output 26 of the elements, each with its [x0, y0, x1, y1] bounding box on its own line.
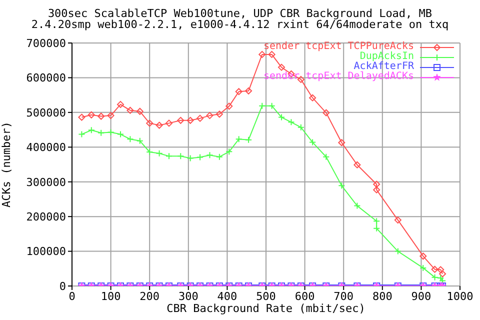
y-tick-label: 100000 [26, 245, 66, 258]
chart-subtitle: 2.4.20smp web100-2.2.1, e1000-4.4.12 rxint 64/64moderate on txq [30, 18, 450, 31]
y-tick-label: 600000 [26, 72, 66, 85]
x-tick-label: 0 [68, 290, 76, 303]
x-tick-label: 600 [294, 290, 315, 303]
y-tick-label: 400000 [26, 141, 66, 154]
x-axis-title: CBR Background Rate (mbit/sec) [166, 302, 366, 315]
legend-label: sender tcpExt TCPPureAcks [263, 41, 414, 52]
x-tick-label: 700 [334, 290, 354, 303]
chart-title: 300sec ScalableTCP Web100tune, UDP CBR Background Load, MB [48, 7, 434, 20]
x-tick-label: 800 [372, 290, 392, 303]
y-tick-label: 0 [59, 280, 66, 293]
x-tick-label: 100 [100, 290, 121, 303]
x-tick-label: 400 [217, 290, 238, 303]
legend-label: DupAcksIn [360, 51, 414, 62]
y-tick-label: 700000 [26, 36, 66, 50]
y-axis-title: ACKs (number) [0, 121, 13, 208]
x-tick-label: 300 [178, 290, 198, 303]
x-tick-label: 500 [256, 290, 276, 303]
x-tick-label: 900 [411, 290, 432, 303]
y-tick-label: 200000 [26, 210, 66, 224]
x-tick-label: 200 [140, 290, 160, 303]
legend-label: AckAfterFR [354, 61, 414, 72]
y-tick-label: 500000 [26, 106, 66, 120]
x-tick-label: 1000 [446, 290, 474, 303]
y-tick-label: 300000 [26, 176, 66, 189]
